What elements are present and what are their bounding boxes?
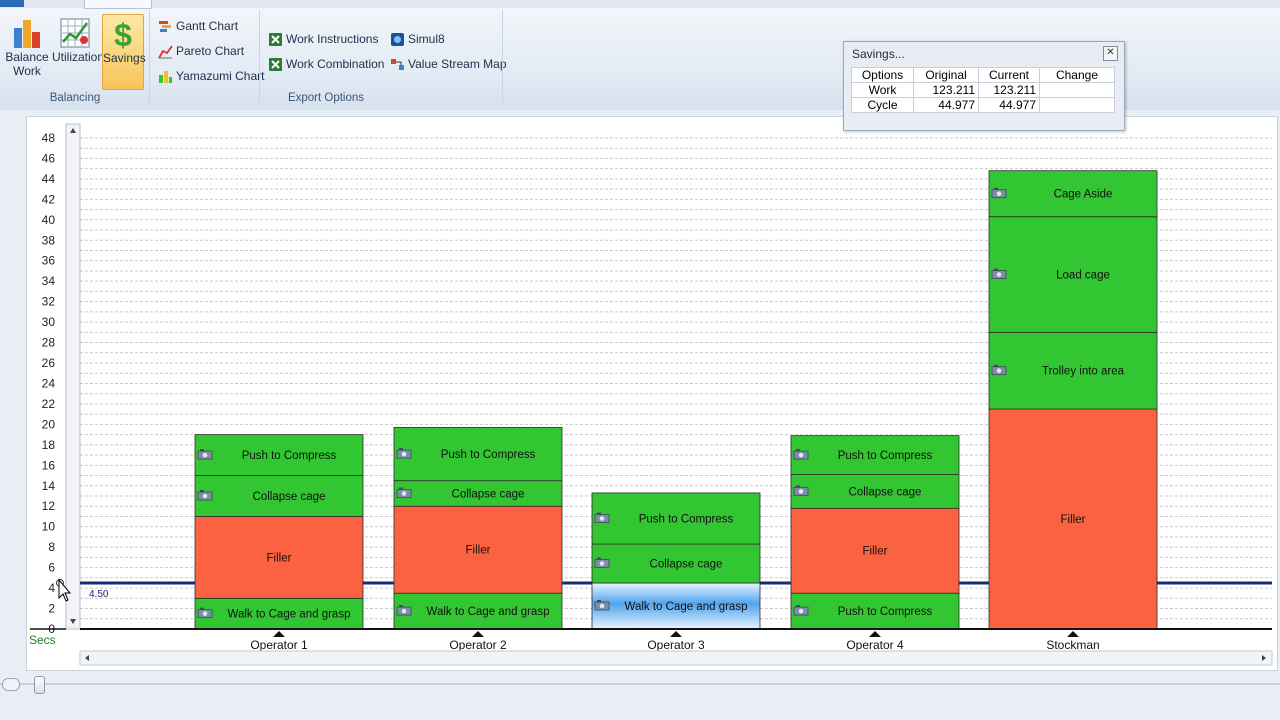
- utilization-button[interactable]: Utilization: [52, 14, 105, 88]
- zoom-slider-track[interactable]: [0, 683, 1280, 685]
- zoom-slider-thumb[interactable]: [34, 676, 45, 694]
- ribbon-tab-strip: [0, 0, 1280, 9]
- work-combination-label: Work Combination: [286, 57, 385, 71]
- value-stream-map-button[interactable]: Value Stream Map: [390, 54, 507, 74]
- column-header: Original: [913, 67, 979, 83]
- close-icon[interactable]: ✕: [1103, 46, 1118, 61]
- savings-dialog-title: Savings...: [852, 47, 905, 61]
- table-cell: 44.977: [913, 97, 979, 113]
- ribbon-separator: [259, 10, 260, 106]
- value-stream-map-label: Value Stream Map: [408, 57, 507, 71]
- table-cell: 44.977: [978, 97, 1040, 113]
- simul8-icon: [391, 33, 404, 47]
- utilization-grid-icon: [60, 18, 90, 48]
- table-cell: Cycle: [851, 97, 914, 113]
- value-stream-map-icon: [391, 59, 404, 71]
- pareto-chart-label: Pareto Chart: [176, 44, 245, 58]
- pareto-chart-button[interactable]: Pareto Chart: [158, 41, 244, 61]
- ribbon-separator: [149, 10, 150, 106]
- yamazumi-chart-label: Yamazumi Chart: [176, 69, 265, 83]
- bar-chart-icon: [14, 20, 40, 48]
- simul8-label: Simul8: [408, 32, 445, 46]
- savings-table: Options Original Current Change Work 123…: [851, 67, 1115, 113]
- savings-table-header: Options Original Current Change: [851, 67, 1115, 83]
- balance-work-label-2: Work: [13, 64, 41, 78]
- export-options-group-label: Export Options: [287, 92, 365, 104]
- gantt-chart-label: Gantt Chart: [176, 19, 239, 33]
- table-row: Cycle 44.977 44.977: [851, 97, 1115, 113]
- column-header: Current: [978, 67, 1040, 83]
- zoom-slider-left-button[interactable]: [2, 678, 20, 691]
- table-cell: Work: [851, 82, 914, 98]
- column-header: Options: [851, 67, 914, 83]
- simul8-button[interactable]: Simul8: [390, 29, 445, 49]
- gantt-chart-button[interactable]: Gantt Chart: [158, 16, 238, 36]
- balance-work-button[interactable]: Balance Work: [4, 14, 50, 88]
- dollar-icon: $: [114, 17, 132, 51]
- table-cell: [1039, 82, 1115, 98]
- savings-dialog[interactable]: Savings... ✕ Options Original Current Ch…: [843, 41, 1125, 131]
- table-cell: [1039, 97, 1115, 113]
- work-combination-button[interactable]: Work Combination: [268, 54, 384, 74]
- excel-icon: [269, 33, 282, 47]
- balance-work-label-1: Balance: [5, 50, 49, 64]
- utilization-label: Utilization: [52, 50, 105, 64]
- table-cell: 123.211: [913, 82, 979, 98]
- excel-icon: [269, 58, 282, 72]
- pareto-chart-icon: [158, 45, 173, 59]
- gantt-chart-icon: [159, 21, 171, 33]
- savings-button[interactable]: $ Savings: [102, 14, 146, 90]
- savings-label: Savings: [103, 51, 146, 65]
- file-tab[interactable]: [0, 0, 24, 7]
- work-instructions-button[interactable]: Work Instructions: [268, 29, 378, 49]
- chart-panel: [26, 116, 1278, 671]
- yamazumi-chart-icon: [159, 71, 172, 84]
- ribbon-separator: [502, 10, 503, 106]
- svg-text:$: $: [114, 17, 132, 51]
- yamazumi-chart-button[interactable]: Yamazumi Chart: [158, 66, 264, 86]
- table-cell: 123.211: [978, 82, 1040, 98]
- table-row: Work 123.211 123.211: [851, 82, 1115, 98]
- work-instructions-label: Work Instructions: [286, 32, 379, 46]
- column-header: Change: [1039, 67, 1115, 83]
- active-ribbon-tab[interactable]: [84, 0, 152, 9]
- balancing-group-label: Balancing: [49, 92, 101, 104]
